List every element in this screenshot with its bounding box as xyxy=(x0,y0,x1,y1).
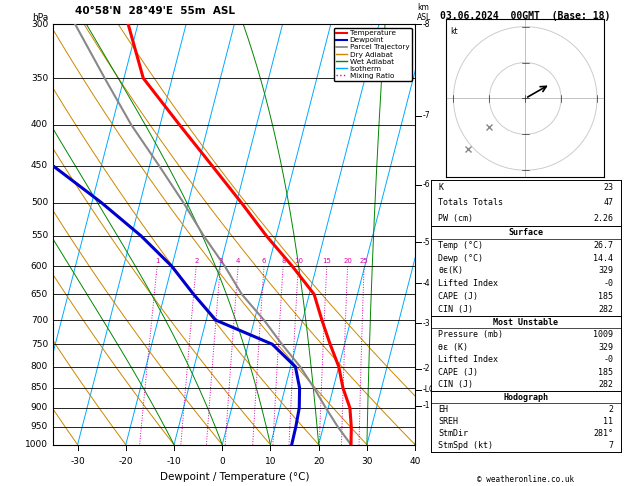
Text: Hodograph: Hodograph xyxy=(503,393,548,402)
Text: 14.4: 14.4 xyxy=(593,254,613,262)
Text: 8: 8 xyxy=(281,258,286,264)
Text: StmSpd (kt): StmSpd (kt) xyxy=(438,441,494,451)
Text: -2: -2 xyxy=(422,364,430,373)
Text: 700: 700 xyxy=(31,315,48,325)
Text: -10: -10 xyxy=(167,457,181,466)
Text: Lifted Index: Lifted Index xyxy=(438,355,498,364)
Text: 30: 30 xyxy=(361,457,372,466)
Text: 25: 25 xyxy=(360,258,369,264)
Text: -5: -5 xyxy=(422,238,430,247)
Text: Dewpoint / Temperature (°C): Dewpoint / Temperature (°C) xyxy=(160,472,309,482)
Text: 2: 2 xyxy=(608,405,613,414)
Text: km
ASL: km ASL xyxy=(417,3,431,22)
Text: Mixing Ratio (g/kg): Mixing Ratio (g/kg) xyxy=(436,198,445,271)
Text: 281°: 281° xyxy=(593,429,613,438)
Text: 300: 300 xyxy=(31,20,48,29)
Text: 15: 15 xyxy=(323,258,331,264)
Text: Surface: Surface xyxy=(508,228,543,237)
Legend: Temperature, Dewpoint, Parcel Trajectory, Dry Adiabat, Wet Adiabat, Isotherm, Mi: Temperature, Dewpoint, Parcel Trajectory… xyxy=(334,28,411,81)
Text: -6: -6 xyxy=(422,180,430,189)
Text: 20: 20 xyxy=(343,258,352,264)
Text: kt: kt xyxy=(450,27,457,35)
Text: 10: 10 xyxy=(265,457,276,466)
Text: K: K xyxy=(438,183,443,192)
Text: 600: 600 xyxy=(31,262,48,271)
Text: 4: 4 xyxy=(236,258,240,264)
Text: -7: -7 xyxy=(422,111,430,121)
Text: 7: 7 xyxy=(608,441,613,451)
Text: 850: 850 xyxy=(31,383,48,392)
Text: 6: 6 xyxy=(262,258,267,264)
Text: 47: 47 xyxy=(603,198,613,208)
Text: Lifted Index: Lifted Index xyxy=(438,279,498,288)
Text: Dewp (°C): Dewp (°C) xyxy=(438,254,484,262)
Text: 750: 750 xyxy=(31,340,48,349)
Text: 1000: 1000 xyxy=(25,440,48,449)
Text: 26.7: 26.7 xyxy=(593,241,613,250)
Text: 550: 550 xyxy=(31,231,48,241)
Text: 2.26: 2.26 xyxy=(593,214,613,223)
Text: Most Unstable: Most Unstable xyxy=(493,318,559,327)
Text: -1: -1 xyxy=(422,401,430,411)
Text: 1009: 1009 xyxy=(593,330,613,339)
Text: 329: 329 xyxy=(598,266,613,276)
Text: 329: 329 xyxy=(598,343,613,352)
Text: hPa: hPa xyxy=(32,13,48,22)
Text: 10: 10 xyxy=(294,258,303,264)
Text: 185: 185 xyxy=(598,368,613,377)
Text: Pressure (mb): Pressure (mb) xyxy=(438,330,503,339)
Text: PW (cm): PW (cm) xyxy=(438,214,474,223)
Text: 185: 185 xyxy=(598,292,613,301)
Text: 350: 350 xyxy=(31,73,48,83)
Text: 23: 23 xyxy=(603,183,613,192)
Text: -LCL: -LCL xyxy=(422,385,439,395)
Text: EH: EH xyxy=(438,405,448,414)
Text: 11: 11 xyxy=(603,417,613,426)
Text: 400: 400 xyxy=(31,120,48,129)
Text: θε (K): θε (K) xyxy=(438,343,469,352)
Text: -4: -4 xyxy=(422,279,430,288)
Text: 3: 3 xyxy=(218,258,223,264)
Text: 950: 950 xyxy=(31,422,48,431)
Text: -0: -0 xyxy=(603,279,613,288)
Text: 900: 900 xyxy=(31,403,48,413)
Text: CAPE (J): CAPE (J) xyxy=(438,368,479,377)
Text: StmDir: StmDir xyxy=(438,429,469,438)
Text: SREH: SREH xyxy=(438,417,459,426)
Text: 650: 650 xyxy=(31,290,48,299)
Text: -20: -20 xyxy=(118,457,133,466)
Text: θε(K): θε(K) xyxy=(438,266,464,276)
Text: 03.06.2024  00GMT  (Base: 18): 03.06.2024 00GMT (Base: 18) xyxy=(440,11,610,21)
Text: 282: 282 xyxy=(598,381,613,389)
Text: 282: 282 xyxy=(598,305,613,314)
Text: 40°58'N  28°49'E  55m  ASL: 40°58'N 28°49'E 55m ASL xyxy=(75,6,235,16)
Text: 500: 500 xyxy=(31,198,48,207)
Text: -3: -3 xyxy=(422,319,430,328)
Text: 0: 0 xyxy=(220,457,225,466)
Text: 40: 40 xyxy=(409,457,421,466)
Text: 450: 450 xyxy=(31,161,48,171)
Text: -30: -30 xyxy=(70,457,85,466)
Text: 800: 800 xyxy=(31,362,48,371)
Text: 20: 20 xyxy=(313,457,325,466)
Text: © weatheronline.co.uk: © weatheronline.co.uk xyxy=(477,474,574,484)
Text: CAPE (J): CAPE (J) xyxy=(438,292,479,301)
Text: -0: -0 xyxy=(603,355,613,364)
Text: 2: 2 xyxy=(194,258,199,264)
Text: CIN (J): CIN (J) xyxy=(438,305,474,314)
Text: CIN (J): CIN (J) xyxy=(438,381,474,389)
Text: Temp (°C): Temp (°C) xyxy=(438,241,484,250)
Text: Totals Totals: Totals Totals xyxy=(438,198,503,208)
Text: 1: 1 xyxy=(155,258,160,264)
Text: -8: -8 xyxy=(422,20,430,29)
